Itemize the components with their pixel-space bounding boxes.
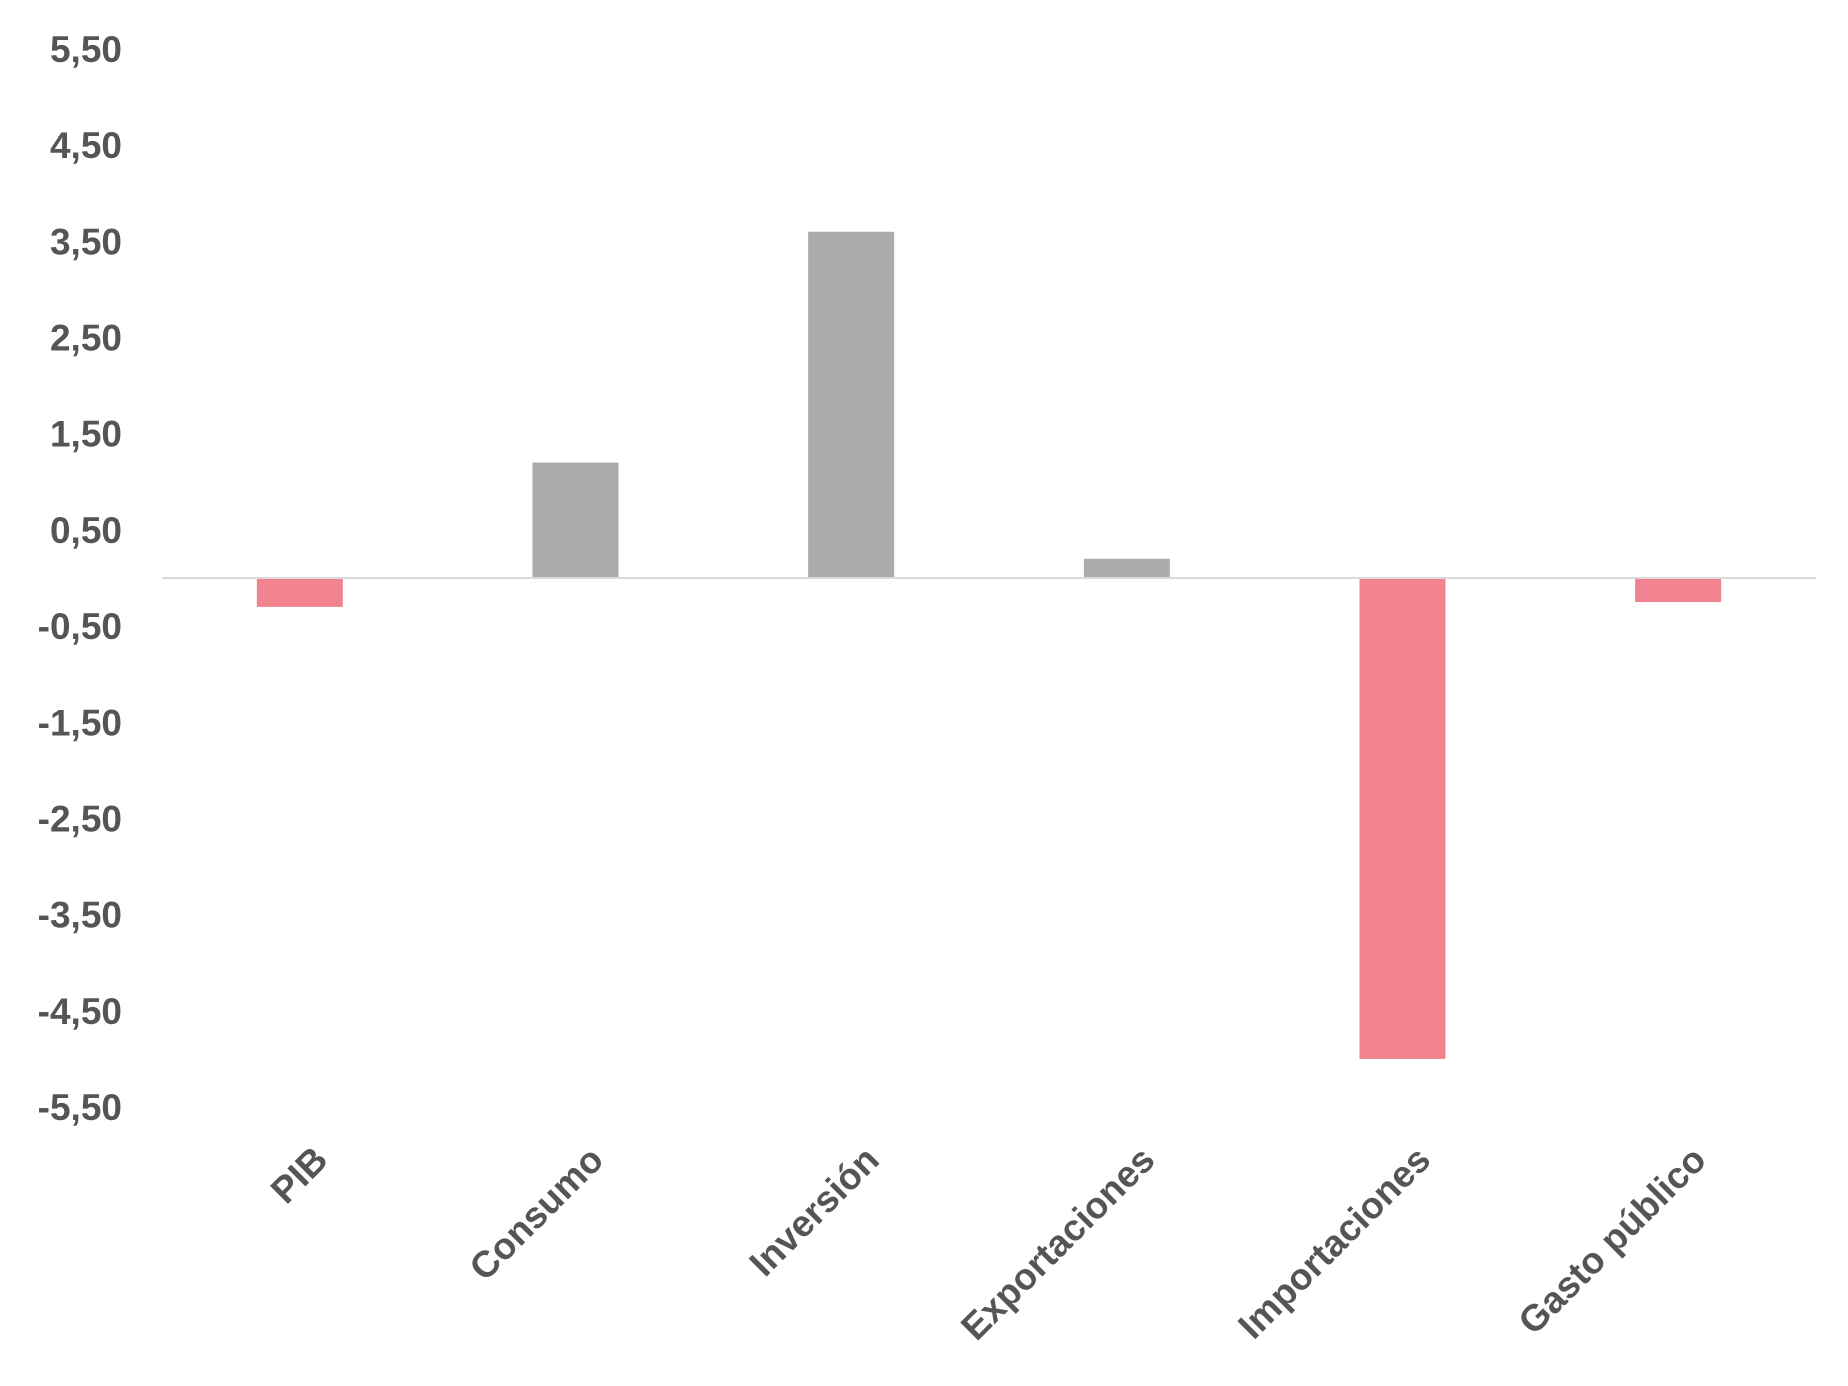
y-tick-label: -3,50	[38, 895, 122, 936]
x-category-label: Exportaciones	[953, 1139, 1162, 1348]
bar-pib	[256, 578, 343, 607]
x-category-label: Inversión	[742, 1139, 887, 1284]
y-tick-label: 4,50	[50, 125, 122, 166]
y-tick-label: 5,50	[50, 29, 122, 70]
bar-inversión	[808, 231, 895, 578]
y-tick-label: 1,50	[50, 414, 122, 455]
bar-importaciones	[1359, 578, 1446, 1059]
bar-consumo	[532, 462, 619, 578]
y-tick-label: -5,50	[38, 1087, 122, 1128]
y-tick-label: -4,50	[38, 991, 122, 1032]
bars-group	[256, 231, 1722, 1059]
x-category-label: PIB	[263, 1139, 336, 1212]
bar-exportaciones	[1083, 558, 1170, 578]
y-tick-label: -0,50	[38, 606, 122, 647]
x-category-label: Gasto público	[1510, 1139, 1713, 1342]
x-axis-labels: PIB Consumo Inversión Exportaciones Importac…	[263, 1139, 1714, 1348]
y-tick-label: 2,50	[50, 318, 122, 359]
x-category-label: Importaciones	[1230, 1139, 1438, 1347]
x-category-label: Consumo	[462, 1139, 612, 1289]
y-tick-label: 3,50	[50, 221, 122, 262]
y-tick-label: 0,50	[50, 510, 122, 551]
y-tick-label: -1,50	[38, 702, 122, 743]
y-axis-ticks: 5,50 4,50 3,50 2,50 1,50 0,50 -0,50 -1,50 -2,50 -…	[38, 29, 122, 1128]
bar-gasto-público	[1635, 578, 1722, 603]
y-tick-label: -2,50	[38, 798, 122, 839]
